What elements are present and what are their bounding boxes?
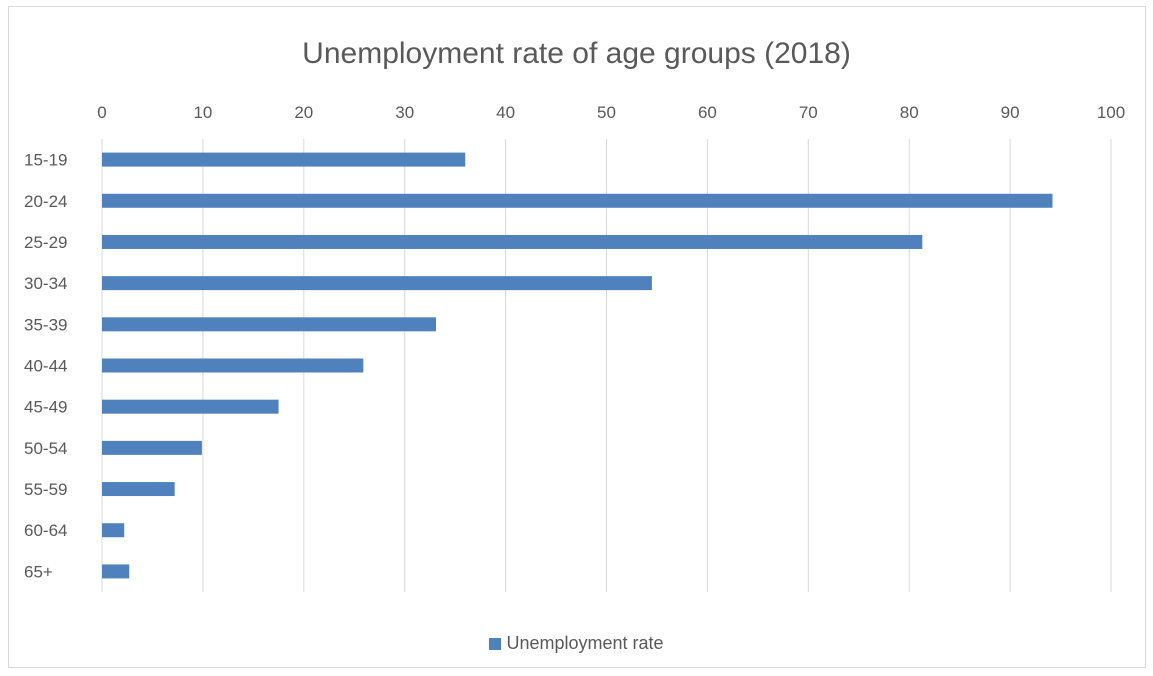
chart-legend: Unemployment rate: [0, 632, 1153, 654]
category-label: 45-49: [24, 398, 67, 417]
bar: [102, 317, 436, 332]
category-label: 50-54: [24, 439, 67, 458]
bar: [102, 358, 364, 373]
chart-title: Unemployment rate of age groups (2018): [302, 37, 851, 70]
category-label: 25-29: [24, 233, 67, 252]
bar: [102, 523, 125, 538]
legend-label: Unemployment rate: [506, 633, 664, 653]
bar: [102, 440, 202, 455]
x-tick-label: 0: [97, 103, 106, 122]
category-label: 20-24: [24, 192, 67, 211]
bar: [102, 564, 130, 579]
x-tick-label: 90: [1001, 103, 1020, 122]
category-label: 35-39: [24, 315, 67, 334]
category-label: 30-34: [24, 274, 67, 293]
category-label: 40-44: [24, 357, 67, 376]
bar: [102, 276, 652, 291]
x-tick-label: 40: [496, 103, 515, 122]
bar: [102, 234, 923, 249]
category-label: 65+: [24, 562, 53, 581]
legend-swatch: [489, 638, 502, 650]
x-tick-label: 100: [1097, 103, 1125, 122]
bar: [102, 193, 1053, 208]
x-tick-label: 70: [799, 103, 818, 122]
bar: [102, 399, 279, 414]
x-tick-label: 20: [294, 103, 313, 122]
category-label: 60-64: [24, 521, 67, 540]
x-tick-label: 50: [597, 103, 616, 122]
bar: [102, 152, 466, 167]
x-tick-label: 30: [395, 103, 414, 122]
category-label: 15-19: [24, 151, 67, 170]
x-tick-label: 10: [193, 103, 212, 122]
chart-frame: [8, 6, 1146, 668]
bar: [102, 482, 175, 497]
category-label: 55-59: [24, 480, 67, 499]
x-tick-label: 80: [900, 103, 919, 122]
x-tick-label: 60: [698, 103, 717, 122]
